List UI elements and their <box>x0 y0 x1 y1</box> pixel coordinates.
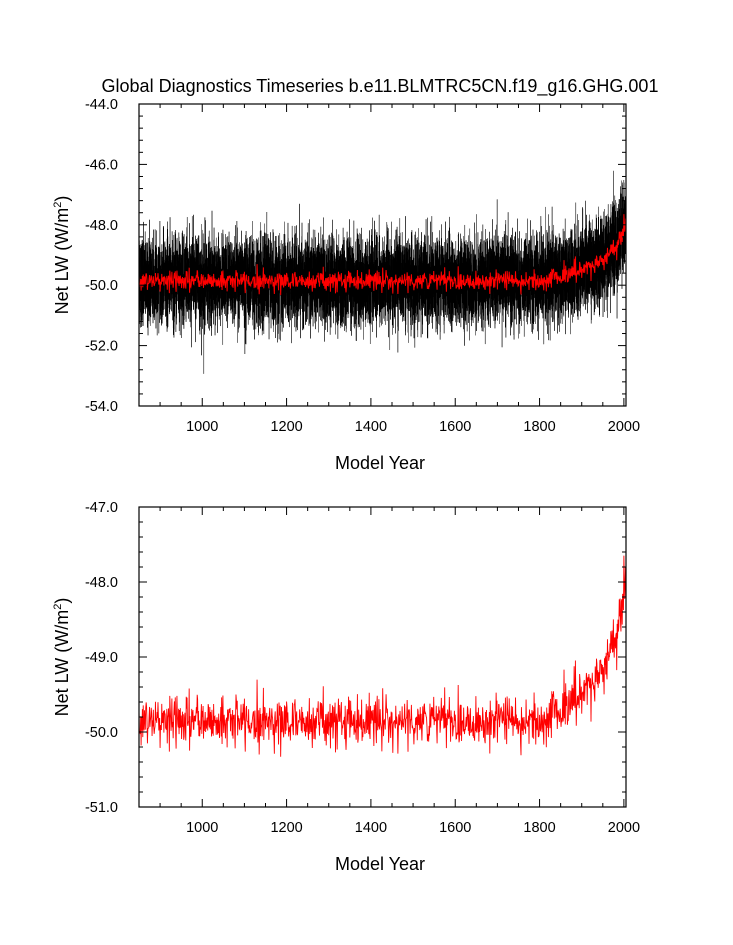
top-y-axis-label-close: ) <box>52 196 72 202</box>
x-tick-label: 2000 <box>608 820 640 836</box>
y-tick-label: -50.0 <box>85 725 118 741</box>
y-tick-label: -52.0 <box>85 339 118 355</box>
annual-mean-series-line <box>139 555 626 757</box>
y-tick-label: -47.0 <box>85 500 118 516</box>
y-tick-label: -49.0 <box>85 650 118 666</box>
chart-title: Global Diagnostics Timeseries b.e11.BLMT… <box>102 76 659 97</box>
y-tick-label: -48.0 <box>85 575 118 591</box>
top-plot-area <box>139 170 626 374</box>
bottom-ticks: 1000 1200 1400 1600 1800 2000 -51.0 -50.0 -49.0 -… <box>85 500 640 836</box>
x-tick-label: 1000 <box>186 820 218 836</box>
y-tick-label: -54.0 <box>85 399 118 415</box>
y-tick-label: -48.0 <box>85 218 118 234</box>
bottom-panel: 1000 1200 1400 1600 1800 2000 -51.0 -50.0 -49.0 -… <box>52 500 640 874</box>
bottom-y-axis-label: Net LW (W/m2) <box>52 598 72 717</box>
bottom-x-axis-label: Model Year <box>335 854 425 874</box>
x-tick-label: 1400 <box>355 820 387 836</box>
top-panel: 1000 1200 1400 1600 1800 2000 -54.0 -52.0 -50.0 -… <box>52 97 640 473</box>
x-tick-label: 1400 <box>355 419 387 435</box>
bottom-y-axis-label-sup: 2 <box>52 604 64 610</box>
x-tick-label: 1600 <box>439 820 471 836</box>
x-tick-label: 1800 <box>523 419 555 435</box>
top-y-axis-label-main: Net LW (W/m <box>52 208 72 315</box>
y-tick-label: -44.0 <box>85 97 118 113</box>
bottom-y-axis-label-close: ) <box>52 598 72 604</box>
y-tick-label: -50.0 <box>85 278 118 294</box>
annual-mean-series-line <box>139 214 626 296</box>
top-y-axis-label: Net LW (W/m2) <box>52 196 72 315</box>
y-tick-label: -51.0 <box>85 800 118 816</box>
x-tick-label: 1200 <box>270 820 302 836</box>
x-tick-label: 1600 <box>439 419 471 435</box>
bottom-plot-frame <box>138 506 627 808</box>
top-plot-frame <box>138 103 627 407</box>
bottom-plot-area <box>139 555 626 757</box>
x-tick-label: 2000 <box>608 419 640 435</box>
top-x-axis-label: Model Year <box>335 453 425 473</box>
bottom-y-axis-label-main: Net LW (W/m <box>52 610 72 717</box>
x-tick-label: 1800 <box>523 820 555 836</box>
top-ticks: 1000 1200 1400 1600 1800 2000 -54.0 -52.0 -50.0 -… <box>85 97 640 435</box>
y-tick-label: -46.0 <box>85 157 118 173</box>
x-tick-label: 1200 <box>270 419 302 435</box>
top-y-axis-label-sup: 2 <box>52 202 64 208</box>
x-tick-label: 1000 <box>186 419 218 435</box>
